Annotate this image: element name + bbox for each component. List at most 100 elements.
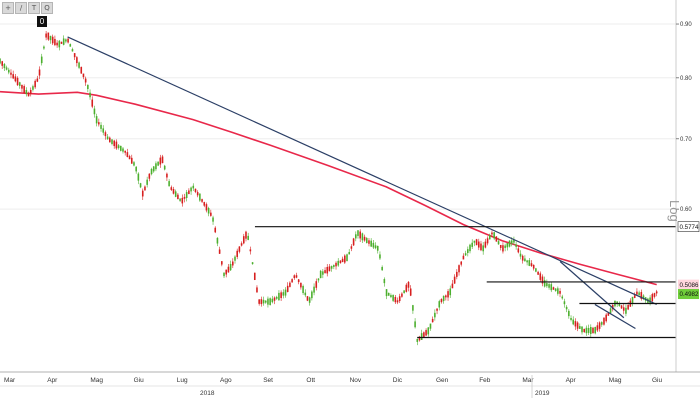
candle-up bbox=[513, 239, 515, 243]
candle-up bbox=[269, 298, 271, 305]
candle-up bbox=[390, 295, 392, 298]
price-badges: 0.5774 0.5086 0.4982 bbox=[677, 221, 700, 300]
candle-up bbox=[557, 288, 559, 294]
candle-down bbox=[236, 250, 238, 257]
candle-down bbox=[273, 297, 276, 301]
x-tick-label: Mar bbox=[522, 377, 534, 384]
candle-up bbox=[434, 312, 436, 318]
candle-up bbox=[337, 260, 340, 266]
candle-up bbox=[473, 240, 476, 243]
x-tick-label: Gen bbox=[436, 377, 449, 384]
x-tick-label: Giu bbox=[134, 377, 145, 384]
candle-down bbox=[84, 78, 87, 83]
candle-down bbox=[10, 72, 12, 75]
candle-down bbox=[475, 239, 478, 246]
x-tick-label: Apr bbox=[47, 377, 58, 384]
drawing-count-badge[interactable]: 0 bbox=[37, 16, 47, 27]
candle-up bbox=[535, 268, 537, 272]
x-axis: Mar Apr Mag Giu Lug Ago Set Ott Nov Dic Gen Feb Mar A… bbox=[0, 371, 700, 398]
cursor-icon[interactable]: + bbox=[2, 2, 14, 14]
candle-down bbox=[405, 284, 408, 292]
candle-down bbox=[603, 317, 605, 325]
candle-down bbox=[552, 287, 555, 290]
candle-up bbox=[62, 38, 65, 45]
candle-down bbox=[398, 296, 401, 302]
candle-up bbox=[32, 86, 34, 90]
candle-down bbox=[148, 173, 151, 179]
candle-down bbox=[98, 122, 100, 125]
candle-up bbox=[185, 192, 188, 199]
candle-down bbox=[29, 89, 32, 95]
candle-down bbox=[232, 261, 234, 266]
candle-up bbox=[403, 290, 405, 294]
candle-up bbox=[163, 165, 166, 170]
candle-down bbox=[80, 66, 83, 74]
moving-average-line bbox=[0, 90, 657, 286]
candle-up bbox=[519, 253, 522, 257]
candle-down bbox=[583, 328, 586, 332]
candle-down bbox=[341, 258, 344, 263]
candle-up bbox=[150, 168, 153, 175]
candle-down bbox=[396, 300, 399, 303]
candle-up bbox=[313, 286, 315, 293]
candle-up bbox=[106, 136, 109, 140]
candle-down bbox=[214, 227, 217, 233]
text-icon[interactable]: T bbox=[28, 2, 40, 14]
candle-down bbox=[640, 292, 643, 299]
candle-down bbox=[201, 199, 203, 202]
candle-up bbox=[506, 243, 509, 248]
candle-down bbox=[480, 243, 482, 251]
candle-up bbox=[376, 245, 379, 251]
candle-up bbox=[420, 333, 423, 340]
candle-down bbox=[300, 282, 302, 288]
trendlines bbox=[67, 36, 657, 330]
candle-down bbox=[651, 294, 654, 302]
candle-up bbox=[157, 161, 159, 166]
candle-up bbox=[78, 62, 80, 68]
candle-down bbox=[484, 241, 487, 248]
candle-up bbox=[100, 124, 102, 129]
magnifier-icon[interactable]: Q bbox=[41, 2, 53, 14]
candle-up bbox=[168, 181, 170, 187]
candle-up bbox=[278, 292, 280, 301]
candle-up bbox=[579, 326, 581, 329]
candle-up bbox=[565, 306, 568, 310]
candle-up bbox=[467, 249, 469, 254]
candle-down bbox=[73, 53, 76, 58]
candle-down bbox=[401, 293, 403, 297]
candle-up bbox=[412, 305, 414, 311]
candle-up bbox=[199, 193, 201, 201]
x-tick-label: Apr bbox=[566, 377, 577, 384]
candle-up bbox=[594, 327, 596, 334]
candle-down bbox=[477, 241, 480, 248]
candle-down bbox=[596, 325, 599, 331]
candle-up bbox=[374, 245, 377, 249]
candle-up bbox=[585, 327, 588, 334]
pencil-icon[interactable]: / bbox=[15, 2, 27, 14]
candle-down bbox=[54, 38, 56, 46]
log-scale-label[interactable]: Log bbox=[667, 200, 682, 222]
candle-down bbox=[598, 322, 601, 329]
candle-down bbox=[196, 192, 199, 196]
candle-up bbox=[361, 233, 364, 241]
candle-up bbox=[264, 300, 267, 303]
candle-up bbox=[631, 296, 634, 304]
candle-up bbox=[568, 310, 570, 317]
candle-down bbox=[51, 36, 54, 44]
candle-up bbox=[87, 84, 89, 90]
candle-down bbox=[113, 140, 116, 147]
candle-up bbox=[65, 39, 67, 42]
candle-down bbox=[335, 262, 337, 267]
candle-down bbox=[124, 150, 126, 153]
candle-down bbox=[23, 86, 25, 93]
candle-down bbox=[460, 261, 463, 265]
candle-down bbox=[521, 255, 524, 261]
candle-up bbox=[282, 292, 285, 296]
candle-down bbox=[541, 276, 544, 284]
candle-up bbox=[216, 237, 219, 244]
x-tick-label: Nov bbox=[350, 377, 362, 384]
candle-up bbox=[392, 294, 394, 301]
candle-up bbox=[572, 319, 575, 325]
candle-down bbox=[352, 238, 355, 246]
